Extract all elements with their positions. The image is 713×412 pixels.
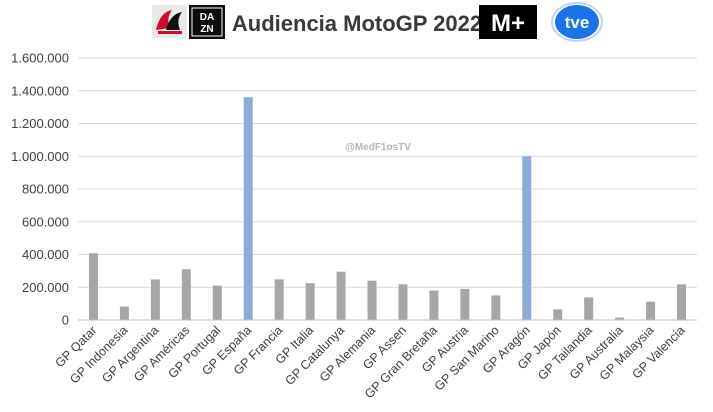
dazn-logo: DA ZN (189, 5, 225, 39)
y-tick-label: 800.000 (22, 182, 69, 197)
bar-gp-malaysia (646, 301, 656, 320)
watermark-annotation: @MedF1osTV (345, 142, 411, 153)
y-tick-label: 600.000 (22, 214, 69, 229)
y-tick-label: 1.400.000 (11, 83, 69, 98)
chart-title: Audiencia MotoGP 2022 (232, 11, 482, 36)
y-tick-label: 0 (62, 313, 69, 328)
bars (88, 97, 687, 320)
y-tick-label: 400.000 (22, 247, 69, 262)
bar-gp-gran-bretaña (429, 290, 439, 320)
tve-logo-text: tve (565, 13, 590, 32)
bar-gp-assen (398, 284, 408, 320)
movistar-plus-logo: M+ (479, 5, 537, 39)
movistar-logo-text: M+ (491, 10, 525, 37)
y-axis-ticks: 0 200.000 400.000 600.000 800.000 1.000.000 1.… (11, 51, 69, 328)
bar-gp-japón (553, 309, 563, 320)
bar-gp-austria (460, 288, 470, 320)
bar-gp-tailandia (584, 297, 594, 320)
bar-gp-aragón (522, 156, 532, 320)
bar-gp-australia (615, 317, 625, 320)
bar-gp-argentina (150, 279, 160, 320)
bar-gp-españa (243, 97, 253, 320)
motogp-logo (152, 5, 187, 38)
bar-gp-valencia (677, 284, 687, 320)
bar-gp-américas (181, 269, 191, 320)
y-tick-label: 200.000 (22, 280, 69, 295)
gridlines (78, 57, 697, 288)
bar-gp-indonesia (119, 306, 129, 320)
bar-gp-san-marino (491, 295, 501, 320)
dazn-logo-top: DA (200, 12, 214, 23)
y-tick-label: 1.200.000 (11, 116, 69, 131)
y-tick-label: 1.000.000 (11, 149, 69, 164)
tve-logo: tve (551, 2, 603, 42)
dazn-logo-bottom: ZN (200, 24, 213, 35)
bar-gp-alemania (367, 280, 377, 320)
bar-gp-catalunya (336, 271, 346, 320)
bar-gp-qatar (88, 253, 98, 320)
bar-gp-italia (305, 283, 315, 320)
bar-gp-francia (274, 279, 284, 320)
y-tick-label: 1.600.000 (11, 51, 69, 66)
bar-gp-portugal (212, 285, 222, 320)
